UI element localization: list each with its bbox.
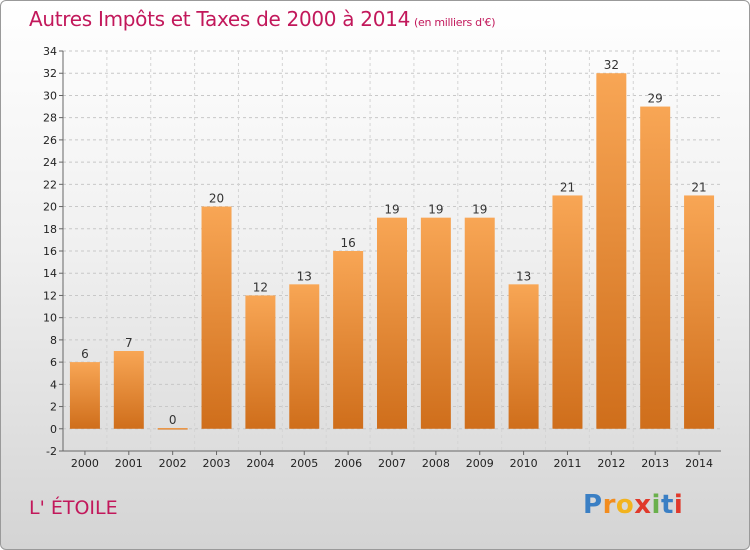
data-label: 13	[297, 269, 312, 283]
data-label: 32	[604, 58, 619, 72]
y-tick-label: 6	[50, 356, 57, 369]
y-tick-label: 2	[50, 401, 57, 414]
x-tick-label: 2009	[466, 457, 494, 470]
data-label: 0	[169, 413, 177, 427]
data-label: 19	[472, 203, 487, 217]
bar-2013	[640, 106, 671, 429]
data-label: 19	[428, 203, 443, 217]
x-tick-label: 2000	[71, 457, 99, 470]
data-label: 12	[253, 280, 268, 294]
data-label: 21	[560, 180, 575, 194]
bar-2000	[69, 362, 100, 429]
bar-2001	[113, 351, 144, 429]
y-tick-label: 10	[43, 312, 57, 325]
logo-letter: i	[673, 490, 684, 520]
x-tick-label: 2004	[246, 457, 274, 470]
data-label: 19	[384, 203, 399, 217]
data-label: 29	[648, 92, 663, 106]
x-tick-label: 2006	[334, 457, 362, 470]
bar-2011	[552, 195, 583, 429]
logo-letter: o	[615, 490, 635, 520]
bar-2009	[464, 217, 495, 429]
x-tick-label: 2008	[422, 457, 450, 470]
data-label: 7	[125, 336, 133, 350]
bar-2007	[377, 217, 407, 429]
y-tick-label: 0	[50, 423, 57, 436]
logo-letter: x	[634, 490, 652, 520]
data-label: 16	[340, 236, 355, 250]
x-tick-label: 2005	[290, 457, 318, 470]
y-tick-label: 24	[43, 156, 57, 169]
data-labels: 6 7 0 20 12 13 16 19 19 19 13 21 32 29 21	[81, 58, 707, 427]
bar-2002	[157, 428, 188, 430]
x-tick-label: 2012	[597, 457, 625, 470]
logo-letter: i	[651, 490, 661, 520]
x-tick-label: 2011	[553, 457, 581, 470]
data-label: 13	[516, 269, 531, 283]
bar-2012	[596, 73, 627, 429]
y-tick-label: -2	[46, 445, 57, 458]
bars	[69, 73, 715, 430]
bar-2003	[201, 206, 232, 429]
y-tick-label: 28	[43, 112, 57, 125]
y-tick-label: 22	[43, 178, 57, 191]
bar-2010	[508, 284, 539, 429]
y-tick-label: 20	[43, 201, 57, 214]
proxiti-logo: Proxiti	[583, 490, 683, 520]
bar-2005	[289, 284, 320, 429]
chart-title-unit: (en milliers d'€)	[414, 16, 496, 29]
bar-2006	[333, 251, 364, 429]
y-tick-label: 14	[43, 267, 57, 280]
x-tick-label: 2001	[115, 457, 143, 470]
data-label: 21	[691, 180, 706, 194]
x-tick-label: 2010	[510, 457, 538, 470]
x-tick-label: 2007	[378, 457, 406, 470]
bar-2014	[684, 195, 715, 429]
logo-letter: t	[660, 490, 674, 520]
chart-title: Autres Impôts et Taxes de 2000 à 2014 (en…	[29, 7, 495, 31]
chart-title-text: Autres Impôts et Taxes de 2000 à 2014	[29, 7, 410, 31]
x-tick-label: 2014	[685, 457, 713, 470]
logo-letter: r	[602, 490, 616, 520]
y-tick-label: 32	[43, 67, 57, 80]
data-label: 6	[81, 347, 89, 361]
y-tick-label: 4	[50, 378, 57, 391]
bar-2004	[245, 295, 276, 429]
y-tick-label: 26	[43, 134, 57, 147]
x-tick-label: 2003	[203, 457, 231, 470]
x-tick-label: 2013	[641, 457, 669, 470]
commune-name: L' ÉTOILE	[29, 497, 118, 519]
y-tick-label: 8	[50, 334, 57, 347]
y-tick-label: 30	[43, 89, 57, 102]
y-tick-label: 16	[43, 245, 57, 258]
y-tick-label: 34	[43, 45, 57, 58]
y-tick-label: 18	[43, 223, 57, 236]
y-tick-label: 12	[43, 289, 57, 302]
bar-2008	[420, 217, 451, 429]
x-tick-label: 2002	[159, 457, 187, 470]
data-label: 20	[209, 192, 224, 206]
logo-letter: P	[583, 490, 603, 520]
